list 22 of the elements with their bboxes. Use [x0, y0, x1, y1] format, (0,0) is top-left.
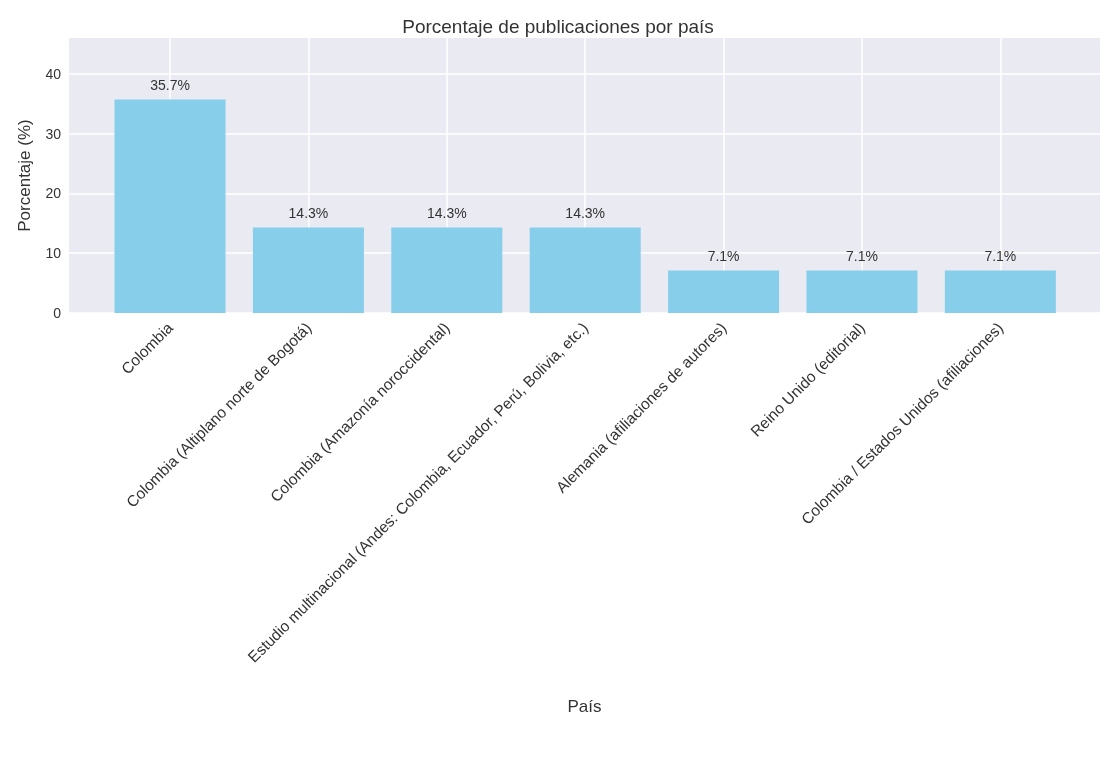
bar	[668, 270, 780, 313]
data-label: 14.3%	[288, 204, 329, 221]
y-tick-label: 10	[45, 245, 62, 262]
data-label: 14.3%	[426, 204, 467, 221]
data-label: 7.1%	[846, 247, 878, 264]
y-tick-label: 20	[45, 185, 62, 202]
bar	[529, 227, 641, 313]
y-tick-label: 0	[53, 305, 62, 321]
bar	[391, 227, 503, 313]
chart-title: Porcentaje de publicaciones por país	[402, 16, 714, 37]
y-tick-label: 40	[45, 65, 62, 82]
data-label: 14.3%	[565, 204, 606, 221]
y-tick-label: 30	[45, 125, 62, 142]
y-axis-title: Porcentaje (%)	[15, 119, 34, 232]
bar	[114, 99, 226, 313]
bar	[252, 227, 364, 313]
x-axis-title: País	[567, 697, 602, 716]
data-label: 7.1%	[707, 247, 740, 264]
bar	[806, 270, 918, 313]
data-label: 35.7%	[150, 76, 190, 93]
data-label: 7.1%	[984, 247, 1017, 264]
bar	[944, 270, 1056, 313]
